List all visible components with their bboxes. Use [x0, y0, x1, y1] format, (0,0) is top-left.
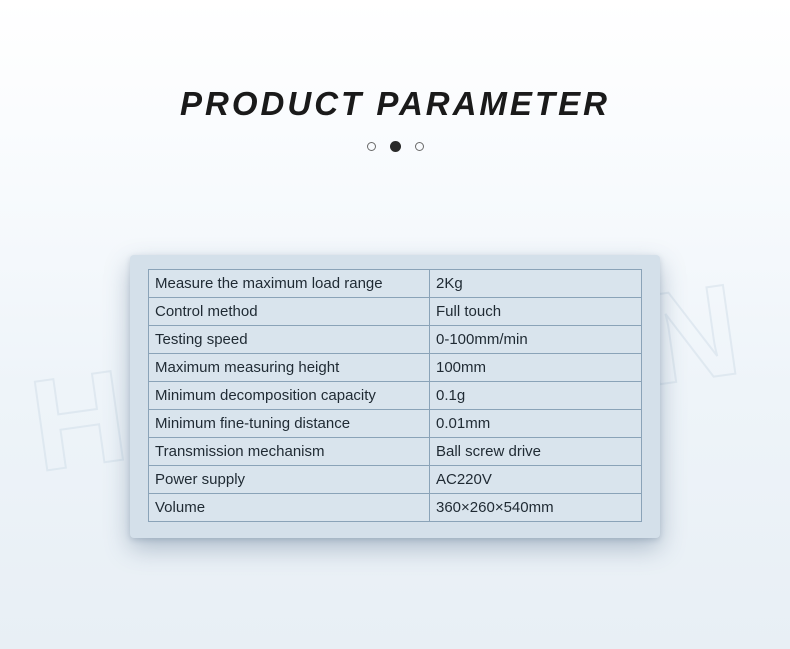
param-label: Minimum decomposition capacity: [149, 382, 430, 410]
table-row: Control method Full touch: [149, 298, 642, 326]
param-label: Volume: [149, 494, 430, 522]
param-label: Maximum measuring height: [149, 354, 430, 382]
table-row: Maximum measuring height 100mm: [149, 354, 642, 382]
parameter-card: Measure the maximum load range 2Kg Contr…: [130, 255, 660, 538]
param-value: Ball screw drive: [430, 438, 642, 466]
dot-indicator-0: [367, 142, 376, 151]
param-value: 100mm: [430, 354, 642, 382]
param-label: Power supply: [149, 466, 430, 494]
parameter-table: Measure the maximum load range 2Kg Contr…: [148, 269, 642, 522]
param-value: Full touch: [430, 298, 642, 326]
dot-indicator-2: [415, 142, 424, 151]
param-label: Minimum fine-tuning distance: [149, 410, 430, 438]
param-label: Control method: [149, 298, 430, 326]
param-value: AC220V: [430, 466, 642, 494]
param-value: 360×260×540mm: [430, 494, 642, 522]
table-row: Testing speed 0-100mm/min: [149, 326, 642, 354]
param-value: 0.1g: [430, 382, 642, 410]
table-row: Power supply AC220V: [149, 466, 642, 494]
pagination-dots: [0, 141, 790, 152]
page-title: PRODUCT PARAMETER: [0, 0, 790, 123]
parameter-table-body: Measure the maximum load range 2Kg Contr…: [149, 270, 642, 522]
param-label: Transmission mechanism: [149, 438, 430, 466]
dot-indicator-1-active: [390, 141, 401, 152]
table-row: Volume 360×260×540mm: [149, 494, 642, 522]
param-value: 0.01mm: [430, 410, 642, 438]
table-row: Measure the maximum load range 2Kg: [149, 270, 642, 298]
param-label: Measure the maximum load range: [149, 270, 430, 298]
table-row: Minimum fine-tuning distance 0.01mm: [149, 410, 642, 438]
param-label: Testing speed: [149, 326, 430, 354]
table-row: Transmission mechanism Ball screw drive: [149, 438, 642, 466]
param-value: 2Kg: [430, 270, 642, 298]
param-value: 0-100mm/min: [430, 326, 642, 354]
table-row: Minimum decomposition capacity 0.1g: [149, 382, 642, 410]
